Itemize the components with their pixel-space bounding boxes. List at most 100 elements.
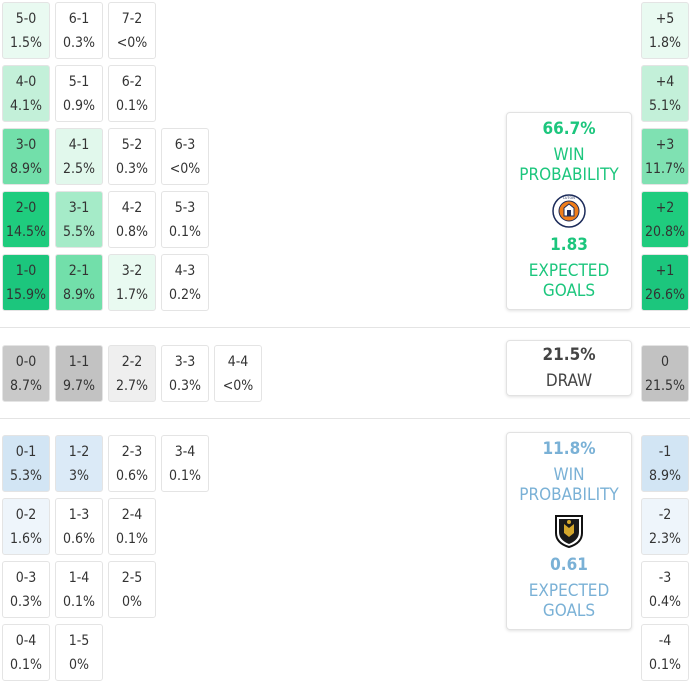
score-label: 4-1 bbox=[68, 136, 90, 153]
score-cell: 6-1 0.3% bbox=[55, 2, 103, 59]
margin-cell: +3 11.7% bbox=[641, 128, 689, 185]
score-cell: 0-1 5.3% bbox=[2, 435, 50, 492]
score-pct: 0.8% bbox=[116, 223, 148, 240]
margin-pct: 8.9% bbox=[649, 467, 681, 484]
away-win-label: WIN bbox=[553, 465, 585, 485]
score-pct: 0.3% bbox=[63, 34, 95, 51]
margin-pct: 20.8% bbox=[644, 223, 685, 240]
score-pct: 9.7% bbox=[63, 377, 95, 394]
score-label: 3-1 bbox=[68, 199, 90, 216]
margin-cell: +4 5.1% bbox=[641, 65, 689, 122]
margin-pct: 26.6% bbox=[644, 286, 685, 303]
draw-away-divider bbox=[0, 418, 690, 419]
home-expected-goals: 1.83 bbox=[550, 235, 588, 255]
margin-cell: +1 26.6% bbox=[641, 254, 689, 311]
draw-probability: 21.5% bbox=[542, 345, 596, 365]
score-cell: 1-1 9.7% bbox=[55, 345, 103, 402]
score-pct: <0% bbox=[222, 377, 254, 394]
margin-pct: 11.7% bbox=[644, 160, 685, 177]
score-pct: 15.9% bbox=[5, 286, 46, 303]
home-xg-label-sub: GOALS bbox=[542, 281, 596, 301]
score-pct: 0.3% bbox=[116, 160, 148, 177]
score-label: 3-0 bbox=[15, 136, 37, 153]
score-label: 2-4 bbox=[121, 506, 143, 523]
home-xg-label: EXPECTED bbox=[528, 261, 610, 281]
home-win-label: WIN bbox=[553, 145, 585, 165]
score-pct: 8.7% bbox=[10, 377, 42, 394]
score-cell: 2-4 0.1% bbox=[108, 498, 156, 555]
margin-label: +1 bbox=[655, 262, 675, 279]
luton-town-crest-icon: LUTON bbox=[552, 194, 586, 228]
score-label: 0-3 bbox=[15, 569, 37, 586]
score-cell: 2-5 0% bbox=[108, 561, 156, 618]
score-label: 4-2 bbox=[121, 199, 143, 216]
score-cell: 3-0 8.9% bbox=[2, 128, 50, 185]
score-cell: 5-1 0.9% bbox=[55, 65, 103, 122]
margin-label: -4 bbox=[658, 632, 672, 649]
score-cell: 1-2 3% bbox=[55, 435, 103, 492]
score-cell: 5-3 0.1% bbox=[161, 191, 209, 248]
draw-card: 21.5% DRAW bbox=[506, 340, 632, 396]
score-label: 0-0 bbox=[15, 353, 37, 370]
score-cell: 2-2 2.7% bbox=[108, 345, 156, 402]
score-pct: 0.3% bbox=[169, 377, 201, 394]
score-pct: 0.1% bbox=[169, 223, 201, 240]
score-label: 1-2 bbox=[68, 443, 90, 460]
score-label: 6-3 bbox=[174, 136, 196, 153]
score-cell: 4-3 0.2% bbox=[161, 254, 209, 311]
score-label: 0-1 bbox=[15, 443, 37, 460]
away-win-probability: 11.8% bbox=[542, 439, 596, 459]
score-label: 2-3 bbox=[121, 443, 143, 460]
score-pct: 3% bbox=[69, 467, 89, 484]
margin-label: -3 bbox=[658, 569, 672, 586]
score-cell: 4-2 0.8% bbox=[108, 191, 156, 248]
score-label: 4-3 bbox=[174, 262, 196, 279]
margin-cell: -1 8.9% bbox=[641, 435, 689, 492]
margin-cell-draw: 0 21.5% bbox=[641, 345, 689, 402]
score-label: 1-1 bbox=[68, 353, 90, 370]
margin-pct: 0.1% bbox=[649, 656, 681, 673]
score-cell: 4-1 2.5% bbox=[55, 128, 103, 185]
margin-cell: -2 2.3% bbox=[641, 498, 689, 555]
score-pct: 0.1% bbox=[116, 97, 148, 114]
score-cell: 2-3 0.6% bbox=[108, 435, 156, 492]
score-label: 2-1 bbox=[68, 262, 90, 279]
home-draw-divider bbox=[0, 327, 690, 328]
score-pct: 14.5% bbox=[5, 223, 46, 240]
score-pct: 0% bbox=[122, 593, 142, 610]
margin-label: 0 bbox=[660, 353, 669, 370]
score-cell: 5-0 1.5% bbox=[2, 2, 50, 59]
score-pct: 0% bbox=[69, 656, 89, 673]
score-label: 0-2 bbox=[15, 506, 37, 523]
score-pct: 0.1% bbox=[63, 593, 95, 610]
score-cell: 2-1 8.9% bbox=[55, 254, 103, 311]
score-cell: 5-2 0.3% bbox=[108, 128, 156, 185]
margin-cell: -4 0.1% bbox=[641, 624, 689, 681]
score-label: 2-2 bbox=[121, 353, 143, 370]
score-cell: 1-0 15.9% bbox=[2, 254, 50, 311]
score-label: 3-4 bbox=[174, 443, 196, 460]
away-expected-goals: 0.61 bbox=[550, 555, 588, 575]
score-cell: 3-3 0.3% bbox=[161, 345, 209, 402]
score-label: 5-2 bbox=[121, 136, 143, 153]
score-cell: 4-0 4.1% bbox=[2, 65, 50, 122]
score-label: 1-5 bbox=[68, 632, 90, 649]
score-pct: 1.6% bbox=[10, 530, 42, 547]
score-cell: 3-4 0.1% bbox=[161, 435, 209, 492]
score-label: 1-4 bbox=[68, 569, 90, 586]
score-label: 1-0 bbox=[15, 262, 37, 279]
score-pct: 0.1% bbox=[116, 530, 148, 547]
score-cell: 0-4 0.1% bbox=[2, 624, 50, 681]
margin-label: +3 bbox=[655, 136, 675, 153]
draw-label: DRAW bbox=[545, 371, 593, 391]
score-cell: 1-4 0.1% bbox=[55, 561, 103, 618]
home-win-probability: 66.7% bbox=[542, 119, 596, 139]
score-label: 5-3 bbox=[174, 199, 196, 216]
away-xg-label: EXPECTED bbox=[528, 581, 610, 601]
margin-label: +5 bbox=[655, 10, 675, 27]
margin-pct: 2.3% bbox=[649, 530, 681, 547]
home-win-label-sub: PROBABILITY bbox=[519, 165, 619, 185]
score-cell: 3-2 1.7% bbox=[108, 254, 156, 311]
score-cell: 6-2 0.1% bbox=[108, 65, 156, 122]
margin-cell: +2 20.8% bbox=[641, 191, 689, 248]
